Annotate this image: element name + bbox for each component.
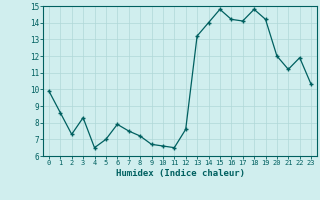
X-axis label: Humidex (Indice chaleur): Humidex (Indice chaleur)	[116, 169, 244, 178]
